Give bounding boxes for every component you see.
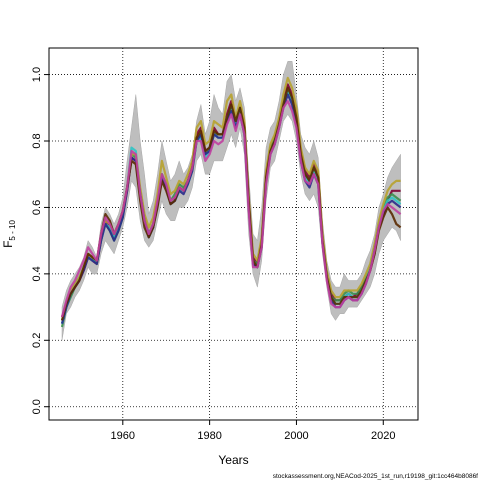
x-tick-label: 1980 [197, 430, 221, 442]
series-lines [60, 76, 402, 328]
y-axis-label-main: F [1, 241, 15, 248]
y-axis: 0.0 0.2 0.4 0.6 0.8 1.0 [31, 67, 49, 414]
y-tick-label: 0.2 [31, 333, 43, 348]
y-tick-label: 0.8 [31, 133, 43, 148]
y-tick-label: 0.0 [31, 399, 43, 414]
y-tick-label: 0.4 [31, 266, 43, 281]
y-axis-label-subscript: 5 - 10 [8, 220, 17, 241]
x-tick-label: 1960 [111, 430, 135, 442]
plot-frame [48, 47, 419, 421]
y-tick-label: 1.0 [31, 67, 43, 82]
x-tick-label: 2020 [371, 430, 395, 442]
y-axis-label: F5 - 10 [1, 220, 17, 248]
x-tick-label: 2000 [284, 430, 308, 442]
y-tick-label: 0.6 [31, 200, 43, 215]
credit-text: stockassessment.org,NEACod-2025_1st_run,… [273, 473, 478, 480]
x-axis: 1960 1980 2000 2020 [111, 420, 396, 442]
series-line-7 [60, 99, 402, 318]
x-axis-label: Years [218, 453, 248, 467]
